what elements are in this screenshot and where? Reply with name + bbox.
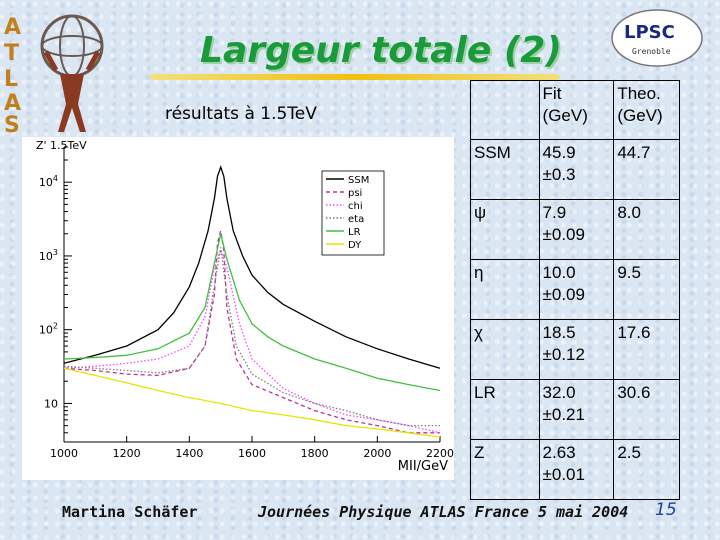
series-lr-line	[63, 233, 441, 392]
y-tick-label: 102	[39, 322, 58, 337]
table-row: SSM 45.9 ±0.3 44.7	[470, 139, 680, 200]
fit-error: ±0.21	[542, 405, 585, 425]
fit-cell: 10.0 ±0.09	[538, 259, 615, 320]
svg-text:S: S	[4, 113, 20, 134]
atlas-logo: A T L A S	[4, 14, 104, 134]
legend-label-psi: psi	[348, 188, 362, 199]
series-ssm-line	[63, 165, 441, 369]
svg-text:L: L	[4, 67, 18, 92]
table-row: η 10.0 ±0.09 9.5	[470, 259, 680, 320]
fit-value: 32.0	[542, 383, 576, 402]
legend-box	[321, 170, 385, 256]
mass-spectrum-chart: Z' 1.5TeV 1000 1200 1400 1600 1800 2000 2200MII…	[22, 137, 454, 480]
x-tick-label: 2000	[363, 447, 391, 460]
legend-label-ssm: SSM	[348, 175, 369, 186]
model-cell: η	[470, 259, 540, 320]
x-tick-label: 2200	[426, 447, 454, 460]
model-cell: SSM	[470, 139, 540, 200]
title-underline	[150, 74, 560, 80]
theo-cell: 8.0	[613, 199, 680, 260]
model-cell: Z	[470, 439, 540, 500]
legend-label-dy: DY	[348, 240, 362, 251]
legend-label-lr: LR	[348, 227, 361, 238]
fit-value: 10.0	[542, 263, 576, 282]
x-tick-label: 1000	[50, 447, 78, 460]
series-chi-line	[63, 248, 441, 434]
svg-text:LPSC: LPSC	[624, 22, 675, 43]
table-row: χ 18.5 ±0.12 17.6	[470, 319, 680, 380]
series-psi-line	[63, 230, 440, 434]
svg-text:T: T	[4, 41, 19, 66]
theo-cell: 30.6	[613, 379, 680, 440]
x-axis-label: MII/GeV	[398, 459, 448, 474]
legend-label-chi: chi	[348, 201, 363, 212]
table-row: ψ 7.9 ±0.09 8.0	[470, 199, 680, 260]
series-eta-line	[63, 247, 440, 427]
header-cell-model	[470, 80, 540, 140]
fit-cell: 18.5 ±0.12	[538, 319, 615, 380]
page-number: 15	[655, 500, 677, 520]
fit-error: ±0.09	[542, 225, 585, 245]
svg-text:A: A	[4, 91, 21, 116]
fit-cell: 45.9 ±0.3	[538, 139, 615, 200]
chart-legend: SSM psi chi eta LR DY	[321, 170, 385, 256]
theo-cell: 2.5	[613, 439, 680, 500]
svg-text:Grenoble: Grenoble	[632, 47, 671, 56]
x-tick-label: 1600	[238, 447, 266, 460]
results-table: Fit (GeV) Theo. (GeV) SSM 45.9 ±0.3 44.7 …	[470, 80, 680, 500]
model-cell: χ	[470, 319, 540, 380]
fit-error: ±0.09	[542, 285, 585, 305]
table-row: LR 32.0 ±0.21 30.6	[470, 379, 680, 440]
fit-cell: 7.9 ±0.09	[538, 199, 615, 260]
fit-error: ±0.01	[542, 465, 585, 485]
chart-title: Z' 1.5TeV	[36, 139, 87, 152]
y-tick-label: 103	[39, 248, 58, 263]
chart-axes: Z' 1.5TeV 1000 1200 1400 1600 1800 2000 2200MII…	[36, 139, 454, 474]
theo-cell: 17.6	[613, 319, 680, 380]
series-dy-line	[63, 367, 441, 438]
fit-error: ±0.3	[542, 165, 576, 185]
fit-error: ±0.12	[542, 345, 585, 365]
theo-cell: 44.7	[613, 139, 680, 200]
conference-name: Journées Physique ATLAS France 5 mai 200…	[258, 503, 629, 521]
fit-cell: 32.0 ±0.21	[538, 379, 615, 440]
fit-value: 7.9	[542, 203, 567, 222]
y-tick-label: 104	[39, 174, 58, 189]
x-tick-label: 1800	[301, 447, 329, 460]
lpsc-logo: LPSC Grenoble	[611, 9, 703, 67]
table-row: Z 2.63 ±0.01 2.5	[470, 439, 680, 500]
results-label: résultats à 1.5TeV	[165, 104, 317, 124]
model-cell: ψ	[470, 199, 540, 260]
chart-series-group	[63, 165, 441, 438]
fit-cell: 2.63 ±0.01	[538, 439, 615, 500]
header-cell-fit: Fit (GeV)	[538, 80, 615, 140]
theo-cell: 9.5	[613, 259, 680, 320]
fit-value: 18.5	[542, 323, 576, 342]
x-tick-label: 1400	[175, 447, 203, 460]
legend-label-eta: eta	[348, 214, 364, 225]
fit-value: 45.9	[542, 143, 576, 162]
table-header-row: Fit (GeV) Theo. (GeV)	[470, 80, 680, 140]
model-cell: LR	[470, 379, 540, 440]
svg-text:A: A	[4, 15, 21, 40]
header-cell-theo: Theo. (GeV)	[613, 80, 680, 140]
x-tick-label: 1200	[113, 447, 141, 460]
y-tick-label: 10	[44, 397, 58, 410]
author-name: Martina Schäfer	[62, 503, 198, 521]
slide-title: Largeur totale (2)	[200, 30, 562, 71]
fit-value: 2.63	[542, 443, 576, 462]
